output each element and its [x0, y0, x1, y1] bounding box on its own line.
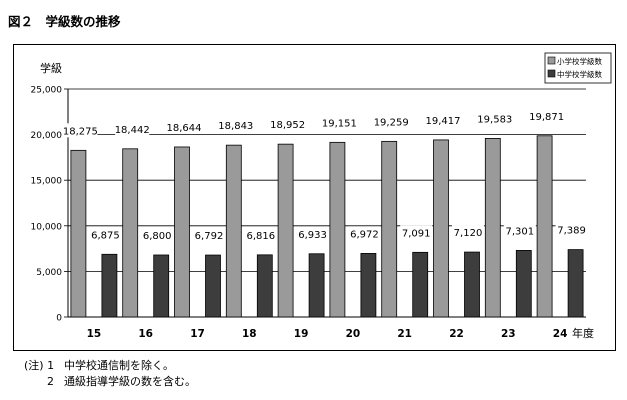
- data-label-box-elementary-23: [477, 111, 512, 126]
- data-label-junior-high-17: 6,792: [195, 231, 224, 242]
- x-tick-label-21: 21: [397, 328, 412, 340]
- footnote-2-number: 2: [47, 375, 54, 388]
- bar-junior-high-17: [205, 254, 221, 318]
- data-label-box-junior-high-18: [244, 227, 277, 242]
- y-tick-label-3: 15,000: [31, 177, 63, 187]
- data-label-box-elementary-15: [63, 123, 98, 138]
- data-label-box-elementary-18: [218, 118, 253, 133]
- data-label-junior-high-18: 6,816: [246, 231, 275, 242]
- bar-junior-high-21: [412, 251, 429, 318]
- bar-elementary-17: [174, 146, 190, 318]
- data-label-elementary-17: 18,644: [167, 123, 202, 134]
- y-tick-label-0: 0: [56, 314, 62, 324]
- y-tick-label-1: 5,000: [36, 268, 62, 278]
- data-label-elementary-16: 18,442: [115, 125, 150, 136]
- x-tick-label-18: 18: [242, 328, 257, 340]
- data-label-junior-high-21: 7,091: [402, 228, 431, 239]
- data-label-junior-high-20: 6,972: [350, 229, 379, 240]
- data-label-box-junior-high-24: [555, 222, 588, 237]
- legend-swatch-1: [547, 69, 556, 78]
- legend-label-1: 中学校学級数: [557, 69, 602, 79]
- data-label-box-junior-high-17: [193, 228, 225, 243]
- data-label-box-junior-high-23: [503, 223, 536, 238]
- data-label-box-junior-high-15: [89, 227, 122, 242]
- data-label-elementary-15: 18,275: [63, 126, 98, 137]
- data-label-elementary-22: 19,417: [426, 116, 461, 127]
- x-tick-label-24: 24: [553, 328, 568, 340]
- x-tick-label-22: 22: [449, 328, 464, 340]
- legend-label-0: 小学校学級数: [557, 56, 602, 66]
- bar-elementary-19: [277, 143, 294, 318]
- x-tick-label-20: 20: [346, 328, 361, 340]
- data-label-elementary-21: 19,259: [374, 117, 409, 128]
- data-label-box-elementary-19: [270, 117, 305, 132]
- footnote-1-number: (注) 1: [24, 359, 55, 372]
- bar-elementary-24: [536, 135, 553, 318]
- x-tick-label-16: 16: [138, 328, 153, 340]
- data-label-box-elementary-17: [167, 119, 201, 134]
- data-label-box-junior-high-20: [348, 226, 381, 241]
- bar-elementary-23: [484, 138, 501, 318]
- data-label-junior-high-22: 7,120: [454, 228, 483, 239]
- data-label-box-junior-high-22: [452, 225, 484, 240]
- y-tick-label-2: 10,000: [31, 222, 63, 232]
- bar-elementary-16: [122, 148, 139, 318]
- legend-box: [544, 52, 612, 84]
- bar-junior-high-24: [567, 249, 584, 318]
- bar-junior-high-15: [101, 253, 118, 318]
- data-label-box-junior-high-19: [296, 226, 329, 241]
- bar-junior-high-16: [153, 254, 170, 318]
- bar-elementary-21: [381, 140, 398, 318]
- data-label-junior-high-24: 7,389: [557, 226, 586, 237]
- bar-elementary-20: [329, 141, 346, 318]
- data-label-box-elementary-16: [115, 121, 150, 136]
- x-axis-label: 年度: [572, 326, 594, 340]
- data-label-box-elementary-24: [529, 108, 564, 123]
- y-axis-label: 学級: [40, 61, 62, 75]
- data-label-junior-high-16: 6,800: [143, 231, 172, 242]
- footnote-1: (注) 1 中学校通信制を除く。: [24, 358, 196, 374]
- bar-junior-high-22: [464, 251, 480, 318]
- data-label-elementary-18: 18,843: [218, 121, 253, 132]
- footnote-2: 2 通級指導学級の数を含む。: [24, 374, 196, 390]
- data-label-junior-high-23: 7,301: [505, 226, 534, 237]
- bar-junior-high-20: [360, 253, 377, 318]
- y-tick-label-5: 25,000: [31, 86, 63, 96]
- x-tick-label-15: 15: [87, 328, 102, 340]
- data-label-junior-high-15: 6,875: [91, 230, 120, 241]
- x-tick-label-17: 17: [190, 328, 205, 340]
- data-label-box-junior-high-21: [400, 225, 433, 240]
- y-tick-label-4: 20,000: [31, 131, 63, 141]
- data-label-box-elementary-20: [322, 115, 357, 130]
- data-label-box-junior-high-16: [141, 227, 174, 242]
- footnotes: (注) 1 中学校通信制を除く。 2 通級指導学級の数を含む。: [24, 358, 196, 390]
- data-label-box-elementary-22: [426, 112, 460, 127]
- footnote-2-text: 通級指導学級の数を含む。: [64, 375, 196, 388]
- data-label-elementary-24: 19,871: [529, 112, 564, 123]
- data-label-junior-high-19: 6,933: [298, 230, 327, 241]
- bar-elementary-22: [433, 139, 449, 318]
- bar-junior-high-19: [308, 253, 325, 318]
- bar-junior-high-18: [256, 254, 273, 318]
- bar-chart: 0 5,000 10,000 15,000 20,000 25,000 学級 18,275 6,…: [31, 52, 612, 340]
- bar-elementary-18: [225, 144, 242, 318]
- figure-title: 図２ 学級数の推移: [8, 14, 121, 29]
- data-label-elementary-20: 19,151: [322, 118, 357, 129]
- x-tick-label-23: 23: [501, 328, 516, 340]
- bar-junior-high-23: [515, 250, 532, 318]
- bar-elementary-15: [70, 149, 87, 318]
- legend-swatch-0: [547, 56, 556, 65]
- x-tick-label-19: 19: [294, 328, 309, 340]
- data-label-box-elementary-21: [374, 114, 409, 129]
- footnote-1-text: 中学校通信制を除く。: [64, 359, 174, 372]
- data-label-elementary-19: 18,952: [270, 120, 305, 131]
- data-label-elementary-23: 19,583: [477, 114, 512, 125]
